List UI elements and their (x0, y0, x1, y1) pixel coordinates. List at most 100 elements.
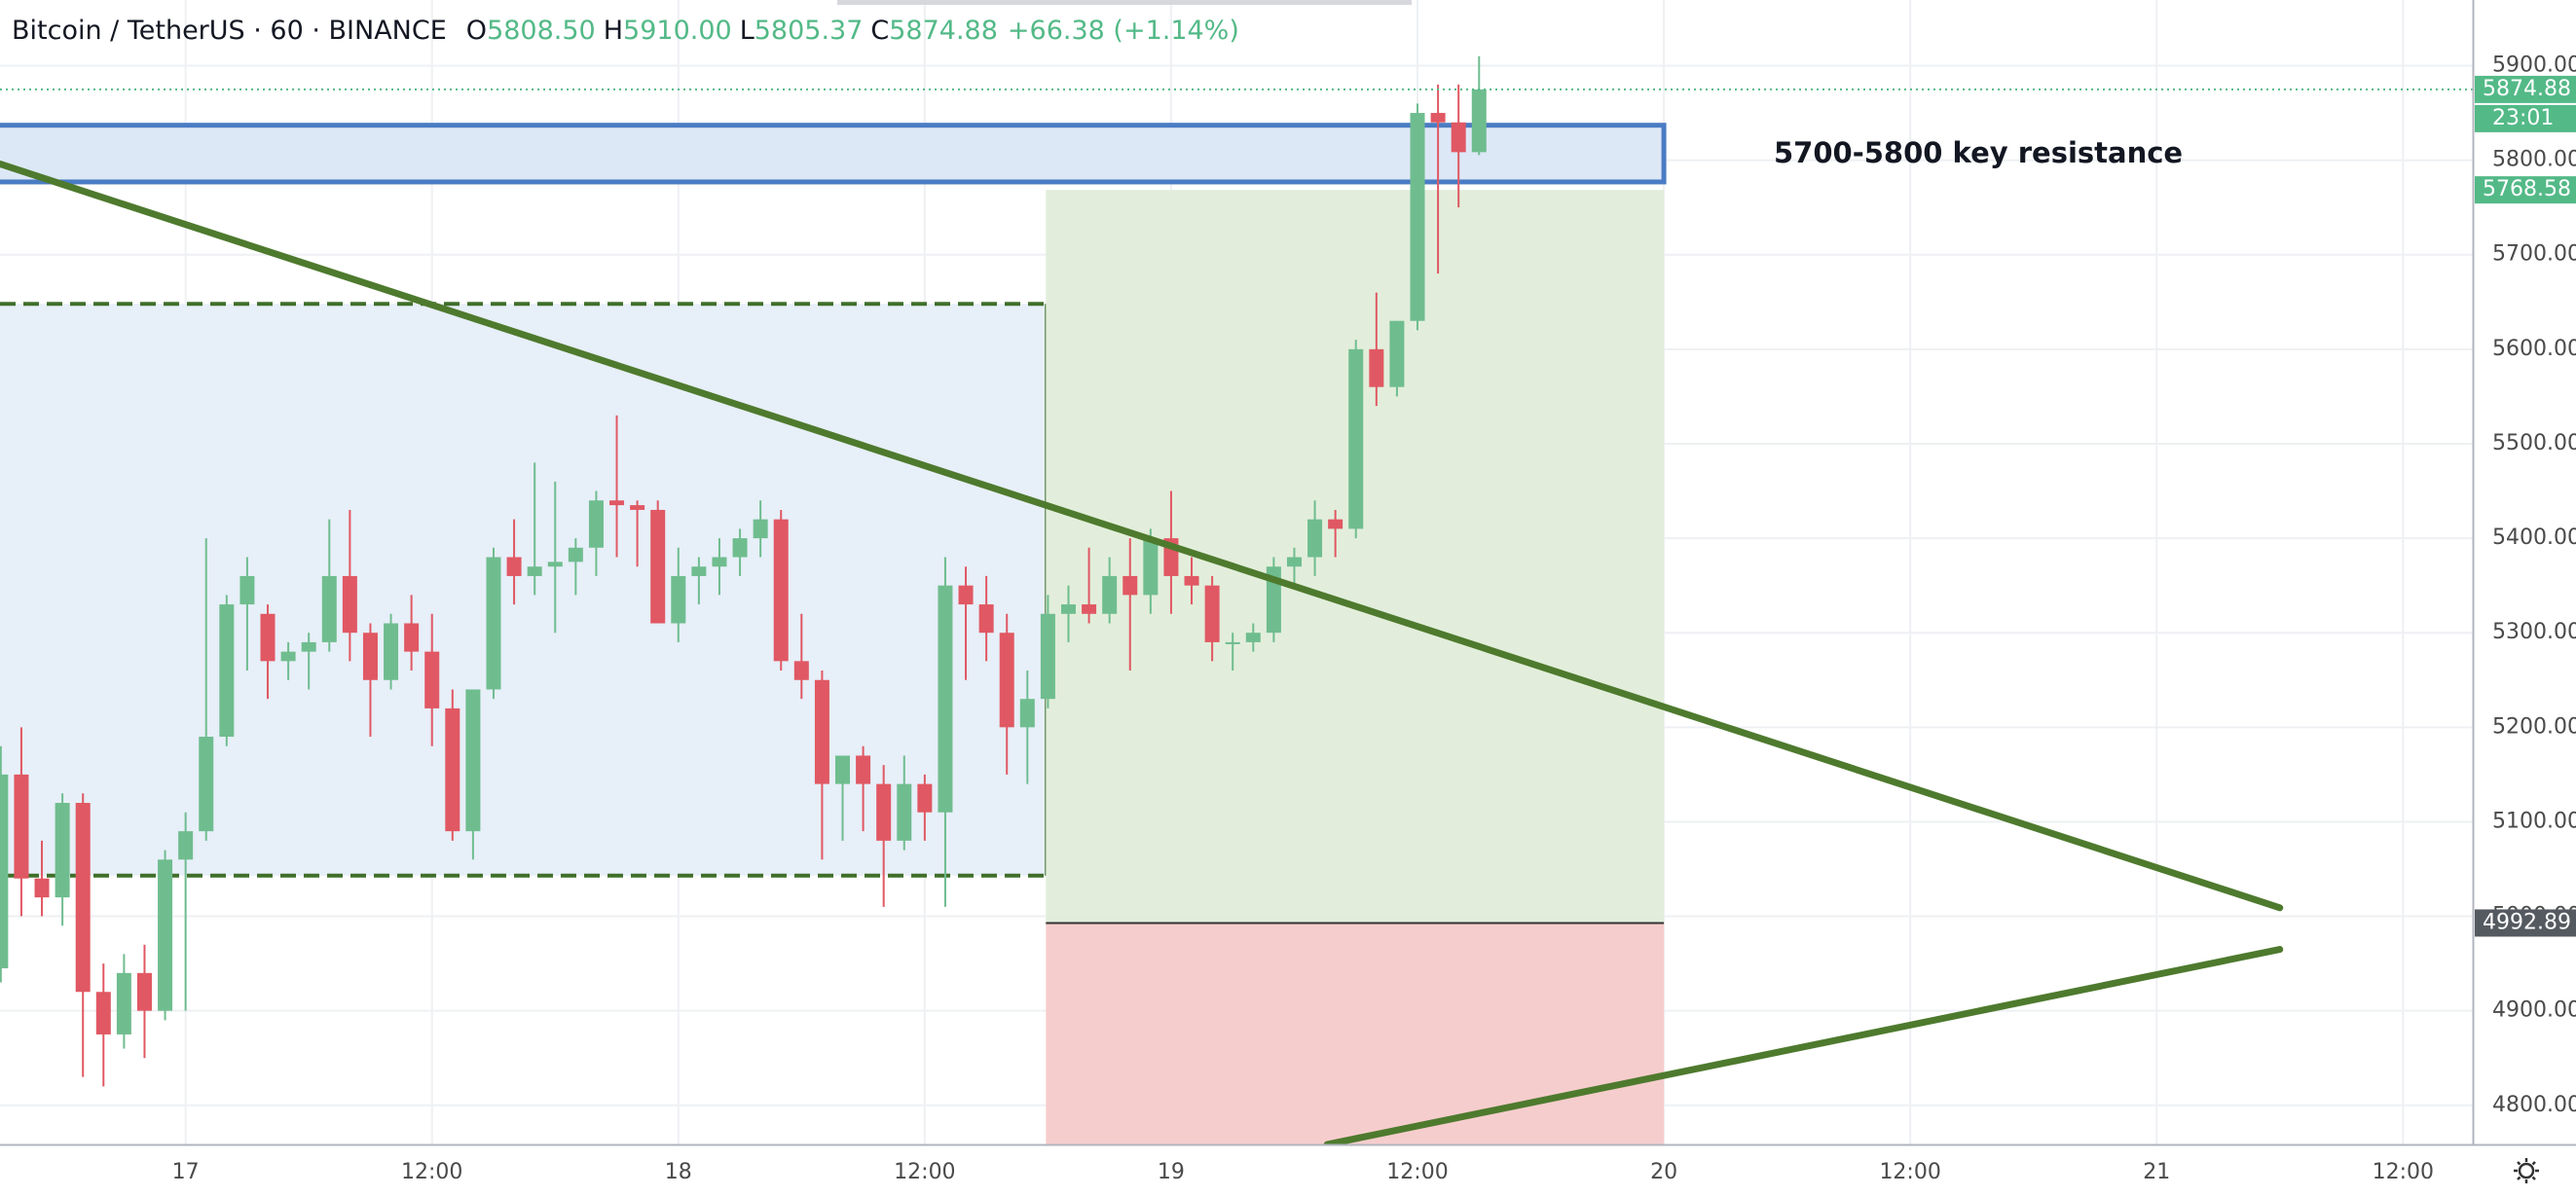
candle-body (158, 859, 173, 1011)
ohlc-value: 5874.88 (889, 16, 998, 46)
candle-body (1184, 575, 1199, 586)
x-tick-label: 12:00 (894, 1160, 955, 1184)
trendline (0, 160, 2284, 912)
y-tick-label: 5300.00 (2492, 620, 2576, 644)
settings-icon[interactable] (2514, 1158, 2539, 1183)
candle-body (958, 585, 974, 605)
candle-body (1389, 320, 1405, 387)
candle-body (384, 623, 399, 680)
x-tick-label: 12:00 (2373, 1160, 2434, 1184)
y-tick-label: 5600.00 (2492, 337, 2576, 361)
candle-body (178, 831, 194, 860)
candle-body (793, 661, 809, 680)
candle-body (55, 803, 70, 898)
countdown-box (2475, 104, 2576, 132)
candle-body (1082, 604, 1097, 614)
ohlc-key: L (740, 16, 754, 46)
candle-body (1451, 122, 1466, 153)
annotation: 5700-5800 key resistance (1774, 136, 2183, 169)
range-box (0, 304, 1047, 876)
candle-body (1019, 699, 1035, 728)
symbol-title: Bitcoin / TetherUS · 60 · BINANCE (12, 16, 447, 46)
candle-body (342, 575, 357, 634)
candle-body (588, 500, 604, 548)
candle-body (1286, 557, 1302, 567)
candle-body (630, 505, 645, 510)
x-tick-label: 20 (1650, 1160, 1677, 1184)
candle-body (75, 803, 91, 993)
y-tick-label: 5100.00 (2492, 809, 2576, 833)
candle-body (260, 613, 276, 662)
x-tick-label: 12:00 (1879, 1160, 1940, 1184)
candle-body (547, 562, 563, 567)
candle-body (239, 575, 255, 605)
candle-body (999, 633, 1014, 728)
candle-body (486, 557, 501, 690)
candle-body (1102, 575, 1118, 614)
target-price-label: 5768.58 (2483, 177, 2571, 201)
y-tick-label: 5400.00 (2492, 526, 2576, 550)
candle-body (1307, 519, 1323, 558)
candle-body (199, 737, 214, 832)
candle-body (95, 992, 111, 1034)
y-tick-label: 5200.00 (2492, 714, 2576, 739)
profit-zone (1046, 190, 1665, 924)
x-tick-label: 17 (172, 1160, 200, 1184)
y-tick-label: 5500.00 (2492, 431, 2576, 455)
candle-body (978, 604, 994, 634)
candle-body (1122, 575, 1138, 596)
y-tick-label: 5900.00 (2492, 53, 2576, 77)
candle-body (938, 585, 953, 813)
drawings (0, 123, 1667, 1144)
candle-body (1143, 538, 1159, 596)
header: Bitcoin / TetherUS · 60 · BINANCE O5808.5… (12, 16, 1239, 46)
candle-body (650, 509, 666, 624)
candle-body (917, 783, 933, 813)
ohlc-value: 5805.37 (754, 16, 864, 46)
ohlc-value: 5808.50 (487, 16, 596, 46)
candle-body (136, 972, 152, 1011)
candle-body (465, 689, 481, 832)
candle-body (712, 557, 727, 567)
candle-body (301, 641, 316, 652)
candle-body (814, 679, 829, 784)
candle-body (14, 774, 29, 879)
x-tick-label: 12:00 (401, 1160, 462, 1184)
candle-body (1225, 641, 1240, 644)
gear-hub (2518, 1162, 2535, 1179)
candle-body (568, 547, 583, 562)
last-price-label: 5874.88 (2483, 77, 2571, 101)
gear-teeth (2514, 1158, 2539, 1183)
ohlc-key: C (870, 16, 889, 46)
candle-body (1430, 113, 1446, 123)
y-tick-label: 5800.00 (2492, 148, 2576, 172)
candle-body (1410, 113, 1425, 321)
candle-body (876, 783, 892, 841)
ohlc-key: H (604, 16, 623, 46)
ohlc-value: 5910.00 (623, 16, 732, 46)
y-tick-label: 5700.00 (2492, 242, 2576, 267)
candle-body (671, 575, 686, 624)
candle-body (835, 755, 851, 784)
candle-body (404, 623, 420, 652)
x-tick-label: 12:00 (1386, 1160, 1448, 1184)
candle-body (1040, 613, 1055, 700)
candles (0, 55, 1487, 1087)
last-price-label-box (2475, 75, 2576, 103)
candle-body (732, 538, 748, 558)
candle-body (424, 651, 440, 708)
candle-body (321, 575, 337, 642)
candle-body (856, 755, 871, 784)
overlays: 5700-5800 key resistance (0, 88, 2473, 1148)
candle-body (527, 566, 542, 576)
entry-price-label-box (2475, 909, 2576, 937)
trendline (1323, 946, 2284, 1148)
candle-body (1348, 348, 1364, 529)
candle-body (691, 566, 707, 576)
target-price-label-box (2475, 176, 2576, 204)
countdown: 23:01 (2492, 106, 2554, 130)
toolbar-edge (837, 0, 1412, 5)
candle-body (116, 972, 131, 1034)
candle-body (362, 633, 378, 680)
